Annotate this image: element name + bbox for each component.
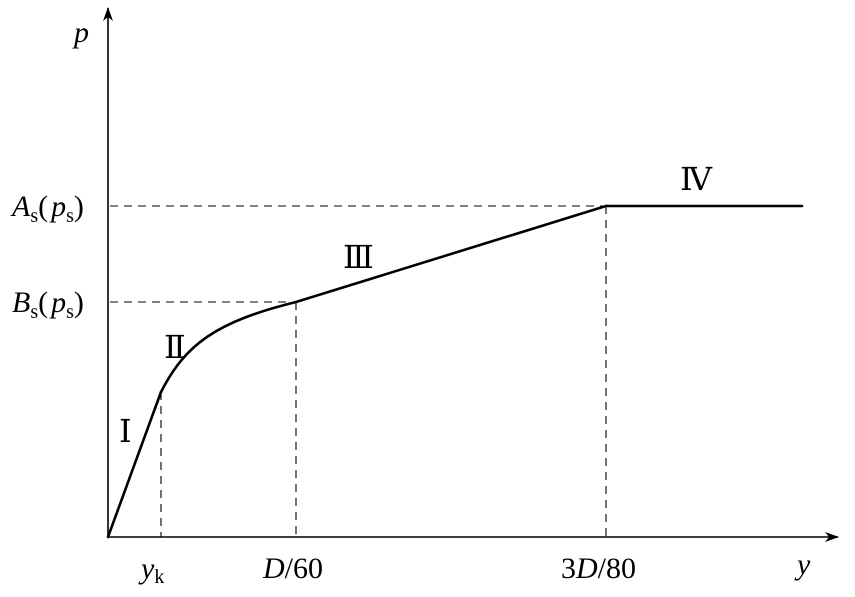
tick-yk-label: yk: [138, 552, 164, 588]
level-b-label: Bs(ps): [12, 286, 84, 323]
curve-stage-1: [106, 390, 163, 539]
stage-1-label: Ⅰ: [119, 413, 132, 449]
stage-4-label: Ⅳ: [680, 161, 713, 197]
stage-3-label: Ⅲ: [343, 239, 374, 275]
y-axis-label: p: [72, 16, 89, 49]
curve-stage-3: [294, 204, 608, 304]
level-a-label: As(ps): [10, 190, 84, 227]
x-axis-label: y: [794, 548, 811, 581]
curve-stage-2: [159, 300, 298, 394]
tick-d60-label: D/60: [262, 552, 323, 585]
stage-2-label: Ⅱ: [164, 329, 186, 365]
tick-3d80-label: 3D/80: [561, 552, 636, 585]
